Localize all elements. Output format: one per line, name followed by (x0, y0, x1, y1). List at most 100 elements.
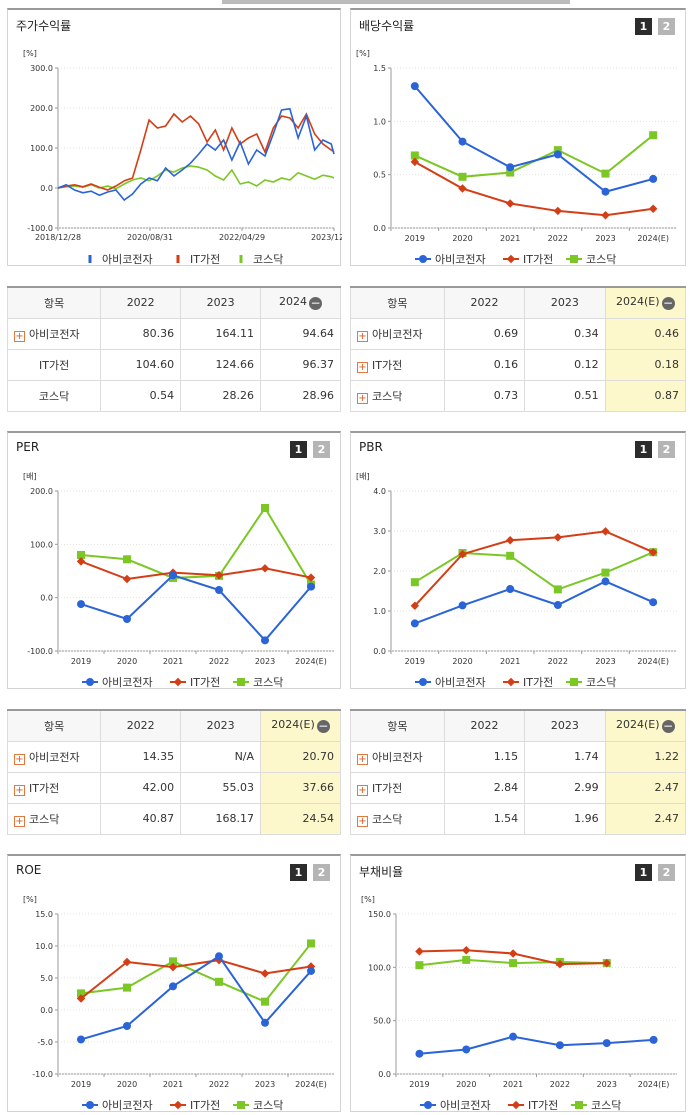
data-point[interactable] (123, 1022, 131, 1030)
data-point[interactable] (215, 586, 223, 595)
data-point[interactable] (123, 555, 131, 564)
page-1-button[interactable]: 1 (290, 441, 307, 458)
data-point[interactable] (601, 169, 610, 178)
data-point[interactable] (555, 959, 565, 969)
row-label-cell: + 코스닥 (6, 802, 102, 835)
data-point[interactable] (77, 600, 85, 609)
data-point[interactable] (169, 957, 177, 966)
data-point[interactable] (601, 187, 610, 196)
expand-icon[interactable]: + (14, 815, 25, 827)
data-point[interactable] (77, 1035, 85, 1044)
data-point[interactable] (76, 994, 86, 1003)
expand-icon[interactable]: + (357, 330, 368, 342)
expand-icon[interactable]: + (14, 784, 25, 796)
data-point[interactable] (458, 549, 467, 559)
data-point[interactable] (553, 150, 562, 159)
y-unit-label: [%] (23, 895, 37, 904)
data-point[interactable] (306, 573, 316, 582)
page-2-button[interactable]: 2 (313, 441, 330, 458)
data-point[interactable] (506, 551, 515, 560)
data-point[interactable] (601, 210, 610, 220)
row-label-cell: + IT가전 (350, 348, 445, 381)
data-point[interactable] (601, 577, 610, 586)
data-point[interactable] (553, 206, 563, 216)
data-point[interactable] (261, 636, 269, 645)
data-point[interactable] (415, 947, 424, 956)
x-tick-label: 2024(E) (637, 657, 669, 666)
data-point[interactable] (215, 977, 223, 986)
data-point[interactable] (506, 585, 515, 593)
data-point[interactable] (415, 1049, 424, 1058)
data-point[interactable] (509, 959, 518, 968)
data-point[interactable] (307, 966, 315, 975)
data-point[interactable] (169, 571, 177, 580)
data-point[interactable] (76, 557, 86, 566)
data-point[interactable] (123, 983, 131, 992)
data-point[interactable] (649, 174, 658, 183)
data-point[interactable] (462, 946, 471, 955)
data-point[interactable] (410, 82, 419, 91)
data-point[interactable] (261, 997, 269, 1006)
data-point[interactable] (410, 578, 419, 587)
data-point[interactable] (123, 615, 131, 623)
data-point[interactable] (649, 598, 658, 607)
data-point[interactable] (261, 503, 269, 512)
data-point[interactable] (410, 619, 419, 628)
expand-icon[interactable]: + (357, 815, 368, 827)
data-point[interactable] (649, 131, 658, 140)
data-point[interactable] (458, 601, 467, 610)
page-1-button[interactable]: 1 (635, 18, 652, 35)
data-point[interactable] (77, 551, 85, 559)
collapse-icon[interactable]: − (309, 296, 323, 311)
data-point[interactable] (553, 585, 562, 594)
page-2-button[interactable]: 2 (313, 864, 330, 881)
data-point[interactable] (553, 601, 562, 609)
data-point[interactable] (553, 533, 563, 542)
data-point[interactable] (555, 1041, 564, 1050)
expand-icon[interactable]: + (357, 784, 368, 796)
page-1-button[interactable]: 1 (635, 864, 652, 881)
expand-icon[interactable]: + (357, 361, 368, 373)
data-point[interactable] (505, 199, 515, 208)
data-point[interactable] (601, 527, 610, 536)
data-point[interactable] (462, 1045, 471, 1054)
page-1-button[interactable]: 1 (635, 441, 652, 458)
data-point[interactable] (458, 184, 467, 193)
data-point[interactable] (307, 582, 315, 591)
data-point[interactable] (462, 955, 471, 964)
expand-icon[interactable]: + (357, 753, 368, 765)
data-point[interactable] (509, 1032, 518, 1041)
page-2-button[interactable]: 2 (658, 18, 675, 35)
expand-icon[interactable]: + (14, 753, 25, 765)
data-point[interactable] (506, 163, 515, 172)
data-point[interactable] (77, 989, 85, 998)
data-point[interactable] (601, 568, 610, 577)
collapse-icon[interactable]: − (661, 296, 675, 311)
collapse-icon[interactable]: − (661, 719, 675, 734)
data-point[interactable] (553, 146, 562, 155)
data-point[interactable] (122, 574, 132, 584)
data-point[interactable] (169, 982, 177, 991)
page-2-button[interactable]: 2 (658, 441, 675, 458)
data-point[interactable] (458, 137, 467, 146)
data-point[interactable] (260, 969, 270, 978)
data-point[interactable] (415, 961, 424, 970)
data-point[interactable] (648, 204, 658, 214)
data-point[interactable] (506, 168, 515, 177)
data-point[interactable] (410, 151, 419, 160)
expand-icon[interactable]: + (14, 330, 25, 342)
data-point[interactable] (307, 939, 315, 948)
expand-icon[interactable]: + (357, 392, 368, 404)
data-point[interactable] (508, 949, 518, 958)
data-point[interactable] (261, 1018, 269, 1027)
data-point[interactable] (215, 952, 223, 961)
data-point[interactable] (649, 1035, 658, 1044)
collapse-icon[interactable]: − (316, 719, 330, 734)
data-point[interactable] (260, 564, 270, 573)
data-point[interactable] (505, 535, 515, 545)
data-point[interactable] (602, 1039, 611, 1048)
data-point[interactable] (458, 172, 467, 181)
page-2-button[interactable]: 2 (658, 864, 675, 881)
page-1-button[interactable]: 1 (290, 864, 307, 881)
data-point[interactable] (648, 547, 658, 557)
